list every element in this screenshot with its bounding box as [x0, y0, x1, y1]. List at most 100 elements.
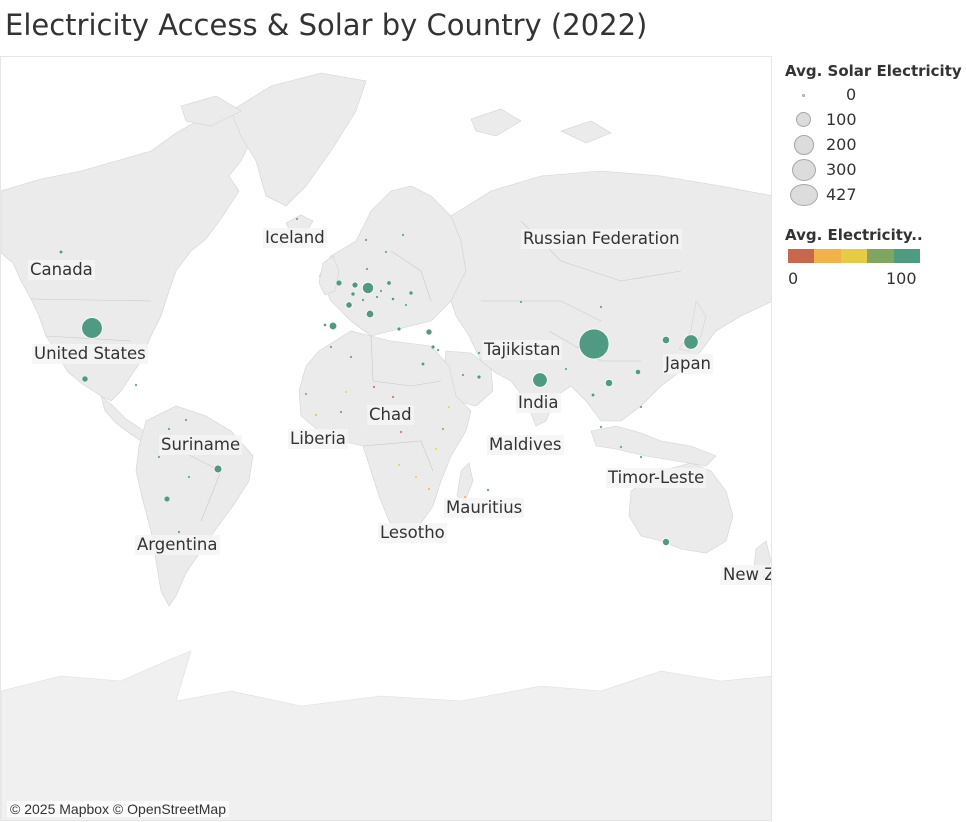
- marker-france[interactable]: [345, 301, 353, 309]
- marker-thailand[interactable]: [591, 393, 595, 397]
- marker-ghana[interactable]: [339, 410, 343, 414]
- label-united-states: United States: [32, 344, 148, 364]
- marker-united-kingdom[interactable]: [336, 280, 342, 286]
- marker-kazakhstan[interactable]: [519, 300, 523, 304]
- marker-taiwan[interactable]: [635, 369, 641, 375]
- marker-canada[interactable]: [59, 250, 63, 254]
- marker-bolivia[interactable]: [187, 475, 191, 479]
- arctic-islands-landmass: [180, 95, 612, 144]
- marker-switzerland[interactable]: [361, 298, 365, 302]
- label-suriname: Suriname: [159, 435, 243, 455]
- marker-norway[interactable]: [364, 238, 368, 242]
- map-view[interactable]: Canada United States Iceland Russian Fed…: [0, 56, 772, 821]
- label-liberia: Liberia: [288, 429, 348, 449]
- color-legend-min-label: 0: [788, 269, 799, 288]
- marker-hungary[interactable]: [391, 297, 395, 301]
- marker-saudi-arabia[interactable]: [461, 373, 465, 377]
- marker-denmark[interactable]: [365, 267, 369, 271]
- marker-ukraine[interactable]: [408, 290, 414, 296]
- marker-peru[interactable]: [157, 455, 161, 459]
- marker-chile[interactable]: [164, 496, 170, 502]
- color-ramp-step: [867, 249, 894, 263]
- marker-layer: [59, 217, 766, 579]
- marker-united-states[interactable]: [81, 317, 103, 339]
- label-timor-leste: Timor-Leste: [606, 468, 707, 488]
- marker-niger[interactable]: [372, 385, 376, 389]
- madagascar-landmass: [456, 462, 474, 502]
- marker-brazil[interactable]: [213, 464, 223, 474]
- antarctica-landmass: [1, 650, 771, 820]
- marker-south-korea[interactable]: [661, 335, 671, 345]
- size-legend-label: 200: [826, 135, 857, 154]
- marker-argentina[interactable]: [177, 530, 181, 534]
- british-isles-landmass: [318, 255, 340, 296]
- marker-indonesia[interactable]: [619, 445, 623, 449]
- size-legend-circle: [792, 159, 816, 181]
- marker-israel[interactable]: [431, 345, 435, 349]
- marker-romania[interactable]: [404, 303, 408, 307]
- marker-italy[interactable]: [365, 309, 375, 319]
- marker-belgium[interactable]: [350, 291, 356, 297]
- marker-spain[interactable]: [328, 321, 338, 331]
- marker-zambia[interactable]: [414, 475, 418, 479]
- marker-china[interactable]: [578, 328, 610, 360]
- marker-morocco[interactable]: [329, 345, 333, 349]
- marker-czechia[interactable]: [379, 289, 383, 293]
- marker-turkey[interactable]: [426, 329, 432, 335]
- marker-timor-leste[interactable]: [639, 455, 643, 459]
- marker-malaysia[interactable]: [599, 425, 603, 429]
- marker-venezuela[interactable]: [184, 418, 188, 422]
- marker-colombia[interactable]: [167, 427, 171, 431]
- marker-senegal[interactable]: [304, 392, 308, 396]
- label-canada: Canada: [28, 260, 95, 280]
- marker-congo-dr[interactable]: [399, 430, 403, 434]
- marker-jordan[interactable]: [436, 348, 440, 352]
- marker-bangladesh[interactable]: [564, 367, 568, 371]
- marker-mexico[interactable]: [81, 375, 89, 383]
- color-legend-ramp: [788, 249, 921, 263]
- map-attribution[interactable]: © 2025 Mapbox © OpenStreetMap: [7, 801, 229, 817]
- marker-poland[interactable]: [386, 280, 392, 286]
- marker-ethiopia[interactable]: [447, 405, 451, 409]
- marker-chad[interactable]: [391, 395, 395, 399]
- marker-egypt[interactable]: [421, 362, 425, 366]
- marker-uae[interactable]: [477, 375, 481, 379]
- marker-netherlands[interactable]: [351, 281, 359, 289]
- marker-finland[interactable]: [401, 233, 405, 237]
- marker-austria[interactable]: [375, 295, 379, 299]
- marker-cuba[interactable]: [134, 383, 138, 387]
- marker-mongolia[interactable]: [599, 305, 603, 309]
- label-maldives: Maldives: [487, 435, 564, 455]
- marker-mozambique[interactable]: [427, 487, 431, 491]
- marker-iran[interactable]: [477, 351, 481, 355]
- label-argentina: Argentina: [135, 535, 220, 555]
- marker-vietnam[interactable]: [604, 378, 614, 388]
- label-japan: Japan: [663, 354, 714, 374]
- label-mauritius: Mauritius: [444, 498, 525, 518]
- marker-iceland[interactable]: [295, 217, 299, 221]
- size-legend-item: 200: [786, 134, 956, 158]
- label-tajikistan: Tajikistan: [482, 340, 563, 360]
- marker-sweden[interactable]: [384, 250, 388, 254]
- marker-germany[interactable]: [361, 281, 375, 295]
- marker-kenya[interactable]: [441, 427, 445, 431]
- size-legend-title: Avg. Solar Electricity: [785, 62, 962, 80]
- color-ramp-step: [788, 249, 815, 263]
- size-legend-circle: [802, 94, 805, 97]
- marker-mauritius[interactable]: [486, 488, 490, 492]
- marker-portugal[interactable]: [323, 323, 327, 327]
- japan-landmass: [678, 300, 707, 352]
- marker-india[interactable]: [532, 372, 548, 388]
- marker-philippines[interactable]: [639, 405, 643, 409]
- marker-mali[interactable]: [344, 390, 348, 394]
- color-ramp-step: [814, 249, 841, 263]
- marker-japan[interactable]: [683, 334, 699, 350]
- marker-tanzania[interactable]: [434, 447, 438, 451]
- color-legend-title: Avg. Electricity..: [785, 226, 923, 244]
- marker-greece[interactable]: [397, 327, 401, 331]
- marker-angola[interactable]: [397, 463, 401, 467]
- marker-australia[interactable]: [661, 537, 671, 547]
- marker-algeria[interactable]: [349, 355, 353, 359]
- label-new-zealand: New Z: [721, 565, 771, 585]
- marker-liberia[interactable]: [314, 413, 318, 417]
